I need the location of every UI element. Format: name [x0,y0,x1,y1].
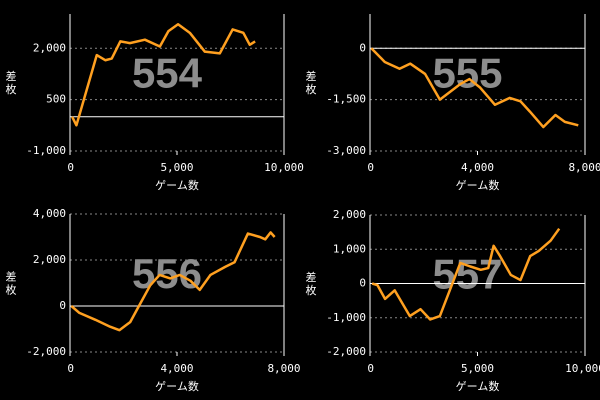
y-tick-label: -1,000 [26,144,66,157]
y-tick-label: 2,000 [33,41,66,54]
annotation: 556 [132,250,202,297]
x-tick-label: 5,000 [461,362,494,375]
y-tick-label: -2,000 [26,345,66,358]
y-tick-label: 500 [46,93,66,106]
y-tick-label: 4,000 [33,207,66,220]
x-tick-label: 10,000 [264,161,304,174]
y-axis-label: 差枚 [304,69,317,96]
line [70,231,276,332]
y-tick-label: -3,000 [326,144,366,157]
y-tick-label: 2,000 [33,253,66,266]
line [371,227,561,321]
y-tick-label: 1,000 [333,242,366,255]
x-axis-label: ゲーム数 [155,380,199,393]
x-tick-label: 5,000 [160,161,193,174]
y-tick-label: 0 [359,277,366,290]
x-axis-label: ゲーム数 [456,380,500,393]
annotation: 555 [432,50,502,97]
line [370,47,579,129]
x-tick-label: 0 [367,362,374,375]
x-axis-label: ゲーム数 [456,179,500,192]
annotation: 554 [132,50,203,97]
y-tick-label: 2,000 [333,208,366,221]
y-axis-label: 差枚 [4,69,17,96]
y-tick-label: -1,000 [326,311,366,324]
x-axis-label: ゲーム数 [155,179,199,192]
x-tick-label: 4,000 [160,362,193,375]
x-tick-label: 4,000 [461,161,494,174]
x-tick-label: 0 [67,161,74,174]
y-tick-label: 0 [359,41,366,54]
x-tick-label: 0 [367,161,374,174]
y-axis-label: 差枚 [4,270,17,297]
x-tick-label: 10,000 [565,362,600,375]
x-tick-label: 0 [67,362,74,375]
y-tick-label: -1,500 [326,93,366,106]
y-tick-label: -2,000 [326,345,366,358]
y-tick-label: 0 [59,299,66,312]
line [71,23,256,127]
x-tick-label: 8,000 [568,161,600,174]
x-tick-label: 8,000 [267,362,300,375]
y-axis-label: 差枚 [304,270,317,297]
